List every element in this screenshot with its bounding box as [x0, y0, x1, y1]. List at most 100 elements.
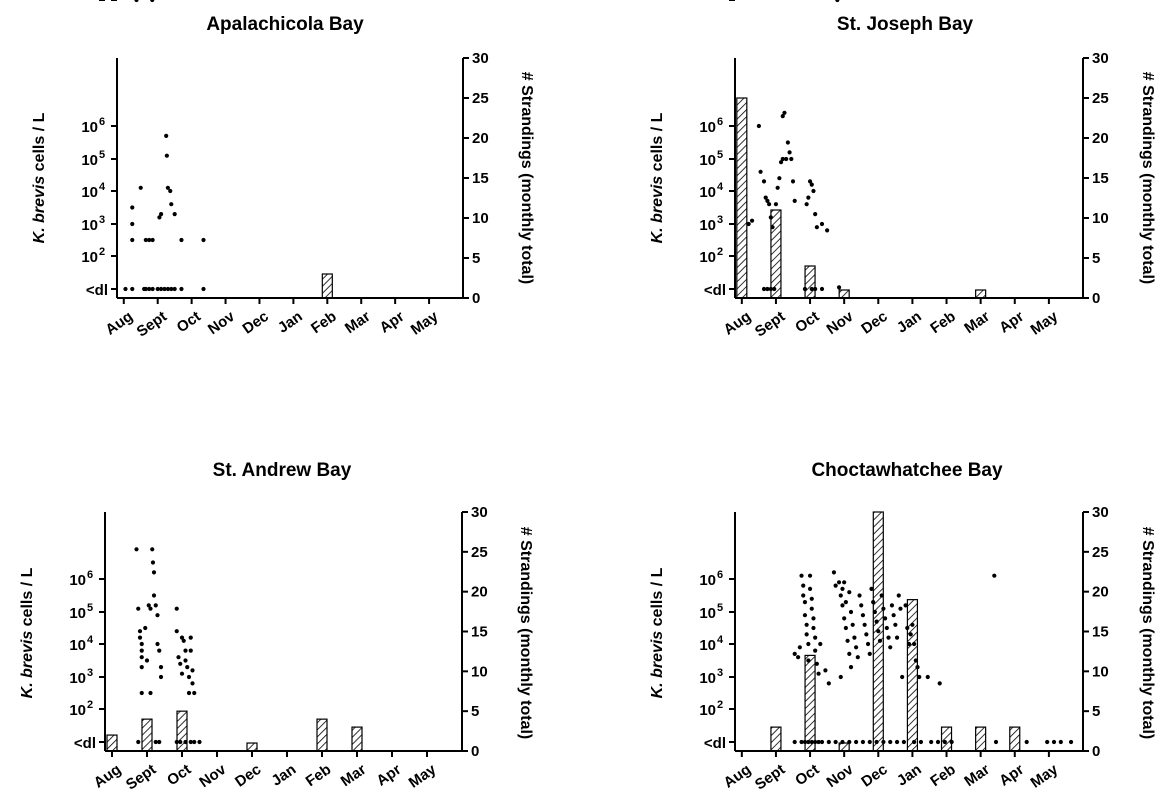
left-tick-exponent: 2	[87, 699, 93, 711]
cell-count-point	[863, 623, 867, 627]
month-tick-label: Aug	[91, 761, 125, 792]
month-tick-label: Sept	[752, 761, 788, 794]
cell-count-point	[178, 740, 182, 744]
right-tick-label: 10	[471, 663, 488, 680]
cell-count-point	[757, 124, 761, 128]
cell-count-point	[859, 603, 863, 607]
cell-count-point	[130, 238, 134, 242]
cell-count-point	[175, 607, 179, 611]
chart-title: St. Andrew Bay	[213, 460, 352, 481]
left-axis-label: K. brevis cells / L	[19, 567, 36, 698]
left-tick-label: <dl	[74, 735, 96, 752]
cell-count-point	[825, 228, 829, 232]
right-tick-label: 30	[472, 50, 489, 67]
left-tick-label: 10	[69, 702, 86, 719]
chart-panel-2: St. Joseph Bay<dl10210310410510610705101…	[649, 0, 1156, 341]
strandings-bar	[142, 719, 152, 751]
cell-count-point	[950, 740, 954, 744]
cell-count-point	[130, 287, 134, 291]
cell-count-point	[180, 672, 184, 676]
cell-count-point	[159, 665, 163, 669]
cell-count-point	[813, 649, 817, 653]
cell-count-point	[173, 212, 177, 216]
cell-count-point	[1069, 740, 1073, 744]
cell-count-point	[776, 186, 780, 190]
cell-count-point	[903, 603, 907, 607]
cell-count-point	[138, 636, 142, 640]
cell-count-point	[912, 642, 916, 646]
left-tick-label: 10	[699, 0, 716, 4]
cell-count-point	[803, 613, 807, 617]
cell-count-point	[799, 574, 803, 578]
cell-count-point	[154, 603, 158, 607]
cell-count-point	[905, 626, 909, 630]
cell-count-point	[179, 287, 183, 291]
strandings-bar	[805, 655, 815, 751]
strandings-bar	[352, 727, 362, 751]
left-tick-label: 10	[699, 184, 716, 201]
cell-count-point	[915, 665, 919, 669]
left-axis-label: K. brevis cells / L	[649, 112, 666, 243]
strandings-bar	[839, 290, 849, 298]
left-tick-label: 10	[69, 572, 86, 589]
cell-count-point	[168, 189, 172, 193]
strandings-bar	[107, 735, 117, 751]
month-tick-label: Nov	[205, 308, 239, 339]
strandings-bar	[976, 727, 986, 751]
cell-count-point	[810, 597, 814, 601]
strandings-bar	[1010, 727, 1020, 751]
cell-count-point	[798, 645, 802, 649]
cell-count-point	[805, 632, 809, 636]
right-tick-label: 0	[1092, 290, 1100, 307]
left-tick-exponent: 5	[717, 602, 723, 614]
month-tick-label: May	[408, 308, 442, 339]
cell-count-point	[813, 636, 817, 640]
left-axis-label: K. brevis cells / L	[649, 567, 666, 698]
chart-panel-1: Apalachicola Bay<dl102103104105106107051…	[31, 0, 535, 341]
month-tick-label: Dec	[858, 761, 890, 791]
left-axis-label-italic: K. brevis	[649, 631, 666, 699]
month-tick-label: Feb	[303, 761, 335, 790]
left-tick-exponent: 4	[717, 181, 724, 193]
cell-count-point	[816, 672, 820, 676]
month-tick-label: Apr	[996, 308, 1027, 337]
cell-count-point	[840, 587, 844, 591]
cell-count-point	[179, 238, 183, 242]
month-tick-label: Sept	[752, 308, 788, 341]
right-tick-label: 30	[1092, 504, 1109, 521]
left-tick-label: <dl	[704, 282, 726, 299]
left-tick-exponent: 3	[717, 214, 723, 226]
cell-count-point	[861, 613, 865, 617]
cell-count-point	[182, 639, 186, 643]
cell-count-point	[861, 740, 865, 744]
cell-count-point	[139, 186, 143, 190]
right-tick-label: 5	[471, 703, 479, 720]
cell-count-point	[852, 636, 856, 640]
cell-count-point	[895, 636, 899, 640]
strandings-bar	[907, 600, 917, 751]
month-tick-label: Feb	[927, 761, 959, 790]
cell-count-point	[880, 593, 884, 597]
chart-title: St. Joseph Bay	[837, 14, 974, 35]
cell-count-point	[926, 675, 930, 679]
right-axis-label: # Strandings (monthly total)	[1139, 72, 1156, 284]
left-tick-label: 10	[699, 702, 716, 719]
cell-count-point	[909, 632, 913, 636]
month-tick-label: Mar	[961, 308, 993, 337]
cell-count-point	[151, 287, 155, 291]
cell-count-point	[140, 665, 144, 669]
cell-count-point	[815, 225, 819, 229]
chart-panel-4: Choctawhatchee Bay<dl1021031041051061070…	[649, 0, 1156, 794]
cell-count-point	[189, 649, 193, 653]
month-tick-label: Oct	[174, 308, 204, 336]
month-tick-label: Jan	[894, 308, 925, 337]
cell-count-point	[159, 675, 163, 679]
cell-count-point	[811, 626, 815, 630]
cell-count-point	[813, 212, 817, 216]
cell-count-point	[881, 607, 885, 611]
cell-count-point	[885, 626, 889, 630]
cell-count-point	[801, 593, 805, 597]
left-tick-exponent: 5	[99, 149, 105, 161]
cell-count-point	[201, 287, 205, 291]
